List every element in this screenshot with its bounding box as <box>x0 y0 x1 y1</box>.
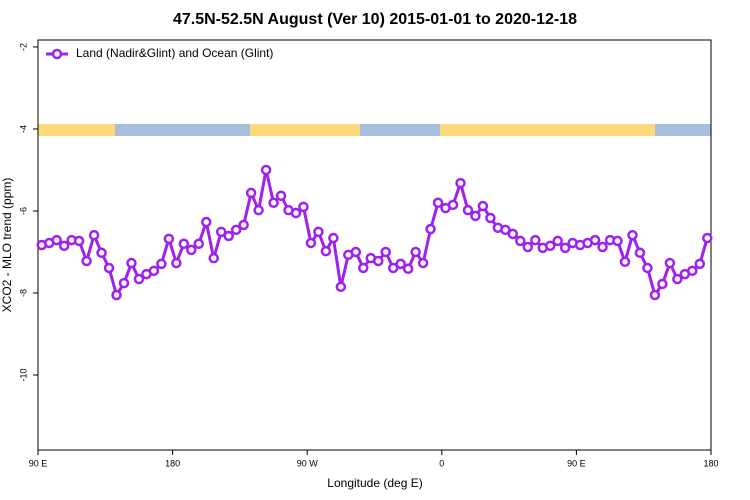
data-point <box>335 281 347 293</box>
data-point <box>694 258 706 270</box>
data-point <box>126 257 137 269</box>
data-point <box>687 265 698 277</box>
data-point <box>328 232 339 244</box>
ocean-segment <box>655 124 711 136</box>
data-point <box>485 212 496 224</box>
ocean-segment <box>360 124 440 136</box>
y-tick-label: -10 <box>18 368 28 381</box>
data-point <box>148 265 160 277</box>
data-point <box>627 229 638 241</box>
x-axis-label: Longitude (deg E) <box>327 476 422 490</box>
x-tick-label: 90 E <box>567 458 586 468</box>
data-point <box>522 241 534 253</box>
data-point <box>507 228 519 240</box>
y-tick-label: -6 <box>18 207 28 215</box>
data-point <box>432 197 444 209</box>
data-point <box>642 262 653 274</box>
data-point <box>402 263 414 275</box>
data-point <box>103 262 115 274</box>
data-point <box>462 204 474 216</box>
data-point <box>118 277 130 289</box>
data-point <box>193 238 205 250</box>
data-point <box>305 237 317 249</box>
data-point <box>238 219 249 231</box>
data-point <box>245 187 257 199</box>
data-point <box>515 235 526 247</box>
y-tick-label: -8 <box>18 289 28 297</box>
data-point <box>470 210 481 222</box>
data-point <box>51 234 62 246</box>
data-point <box>268 197 279 209</box>
data-point <box>215 226 227 238</box>
data-point <box>156 258 167 270</box>
data-point <box>619 256 631 268</box>
data-point <box>133 273 145 285</box>
x-tick-label: 90 E <box>29 458 48 468</box>
land-segment <box>440 124 655 136</box>
data-point <box>275 190 287 202</box>
data-point <box>208 252 219 264</box>
data-point <box>447 199 459 211</box>
data-point <box>58 240 70 252</box>
x-tick-label: 180 <box>165 458 180 468</box>
data-point <box>657 278 668 290</box>
x-tick-label: 0 <box>439 458 444 468</box>
data-point <box>313 226 324 238</box>
data-point <box>612 235 623 247</box>
ocean-segment <box>115 124 250 136</box>
data-point <box>634 247 646 259</box>
y-axis-label: XCO2 - MLO trend (ppm) <box>0 178 14 313</box>
data-point <box>387 262 399 274</box>
data-point <box>298 201 309 213</box>
y-tick-label: -2 <box>18 43 28 51</box>
data-point <box>530 234 541 246</box>
data-point <box>201 216 212 228</box>
data-point <box>395 258 406 270</box>
land-ocean-band <box>38 124 711 136</box>
data-point <box>425 223 436 235</box>
data-point <box>672 273 683 285</box>
data-point <box>380 246 391 258</box>
data-point <box>260 164 272 176</box>
data-point <box>664 257 676 269</box>
data-point <box>230 224 242 236</box>
data-point <box>81 255 92 267</box>
data-point <box>73 235 85 247</box>
data-point <box>500 224 511 236</box>
data-point <box>702 232 713 244</box>
data-point <box>350 246 362 258</box>
data-point <box>320 245 332 257</box>
data-point <box>358 262 369 274</box>
chart-title: 47.5N-52.5N August (Ver 10) 2015-01-01 t… <box>173 11 577 28</box>
legend-marker <box>51 48 63 60</box>
data-point <box>552 235 563 247</box>
data-point <box>372 255 384 267</box>
data-point <box>163 233 175 245</box>
data-point <box>477 200 489 212</box>
land-segment <box>250 124 360 136</box>
data-point <box>186 244 197 256</box>
data-point <box>649 289 661 301</box>
y-tick-label: -4 <box>18 125 28 133</box>
data-point <box>171 257 182 269</box>
data-point <box>597 241 608 253</box>
data-point <box>417 257 429 269</box>
x-tick-label: 90 W <box>297 458 319 468</box>
data-point <box>111 289 122 301</box>
data-point <box>290 207 302 219</box>
data-point <box>253 204 264 216</box>
data-point <box>223 230 234 242</box>
data-point <box>455 177 466 189</box>
land-segment <box>38 124 115 136</box>
data-point <box>589 234 601 246</box>
data-point <box>88 229 100 241</box>
legend-label: Land (Nadir&Glint) and Ocean (Glint) <box>76 46 273 60</box>
data-point <box>178 238 190 250</box>
data-point <box>410 246 421 258</box>
data-point <box>559 242 571 254</box>
data-point <box>96 247 107 259</box>
data-point <box>544 240 556 252</box>
x-tick-label: 180 <box>703 458 718 468</box>
